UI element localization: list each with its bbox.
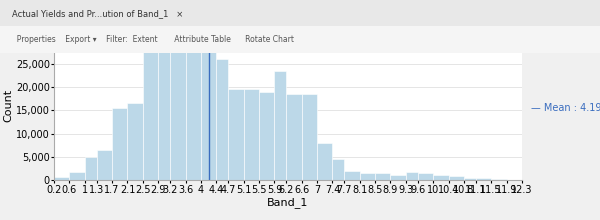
Bar [244,89,259,180]
Bar [302,94,317,180]
Bar [170,50,185,180]
Text: Actual Yields and Pr...ution of Band_1   ×: Actual Yields and Pr...ution of Band_1 × [12,9,183,18]
Bar [127,103,143,180]
Bar [217,59,228,180]
Bar [286,94,302,180]
Text: — Mean : 4.19846: — Mean : 4.19846 [531,103,600,113]
X-axis label: Band_1: Band_1 [268,197,308,208]
Bar [418,173,433,180]
Bar [332,159,344,180]
Bar [391,175,406,180]
Bar [317,143,332,180]
Bar [201,40,217,180]
Bar [97,150,112,180]
Bar [344,171,359,180]
Bar [464,178,476,180]
Bar [274,71,286,180]
Bar [158,50,170,180]
Bar [143,50,158,180]
Y-axis label: Count: Count [3,89,13,122]
Bar [259,92,274,180]
Bar [433,175,449,180]
Bar [228,89,244,180]
Bar [112,108,127,180]
Title: Distribution of Band_1: Distribution of Band_1 [203,13,373,29]
Bar [449,176,464,180]
Bar [375,173,391,180]
Bar [185,47,201,180]
Bar [70,172,85,180]
Bar [85,157,97,180]
Bar [476,178,491,180]
Text: Properties    Export ▾    Filter:  Extent       Attribute Table      Rotate Char: Properties Export ▾ Filter: Extent Attri… [12,35,294,44]
Bar [359,173,375,180]
Bar [491,179,506,180]
Bar [54,177,70,180]
Bar [406,172,418,180]
